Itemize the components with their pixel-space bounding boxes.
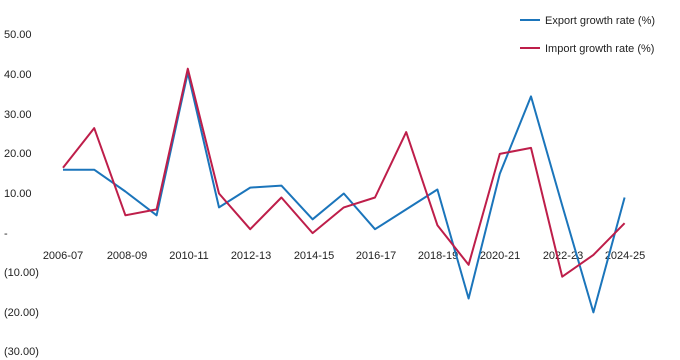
legend-item-export: Export growth rate (%) [520, 15, 655, 27]
legend-item-import: Import growth rate (%) [520, 43, 654, 55]
x-tick-label: 2010-11 [169, 250, 209, 262]
legend-label-export: Export growth rate (%) [545, 15, 655, 27]
y-tick-label: (10.00) [4, 267, 39, 279]
y-tick-label: 50.00 [4, 29, 32, 41]
x-tick-label: 2014-15 [294, 250, 334, 262]
y-tick-label: (30.00) [4, 346, 39, 358]
y-tick-label: 10.00 [4, 188, 32, 200]
y-tick-label: 40.00 [4, 69, 32, 81]
x-tick-label: 2006-07 [43, 250, 83, 262]
x-tick-label: 2016-17 [356, 250, 396, 262]
x-tick-label: 2018-19 [418, 250, 458, 262]
x-axis: 2006-07 2008-09 2010-11 2012-13 2014-15 … [43, 250, 645, 262]
import-growth-line [62, 67, 626, 278]
y-tick-label: - [4, 228, 8, 240]
y-axis: 50.00 40.00 30.00 20.00 10.00 - (10.00) … [4, 29, 39, 358]
x-tick-label: 2022-23 [543, 250, 583, 262]
x-tick-label: 2012-13 [231, 250, 271, 262]
x-tick-label: 2008-09 [107, 250, 147, 262]
y-tick-label: (20.00) [4, 307, 39, 319]
y-tick-label: 20.00 [4, 148, 32, 160]
series-layer [62, 67, 626, 314]
legend-label-import: Import growth rate (%) [545, 43, 654, 55]
x-tick-label: 2020-21 [480, 250, 520, 262]
x-tick-label: 2024-25 [605, 250, 645, 262]
export-growth-line [63, 71, 626, 314]
legend: Export growth rate (%) Import growth rat… [520, 15, 655, 55]
y-tick-label: 30.00 [4, 109, 32, 121]
